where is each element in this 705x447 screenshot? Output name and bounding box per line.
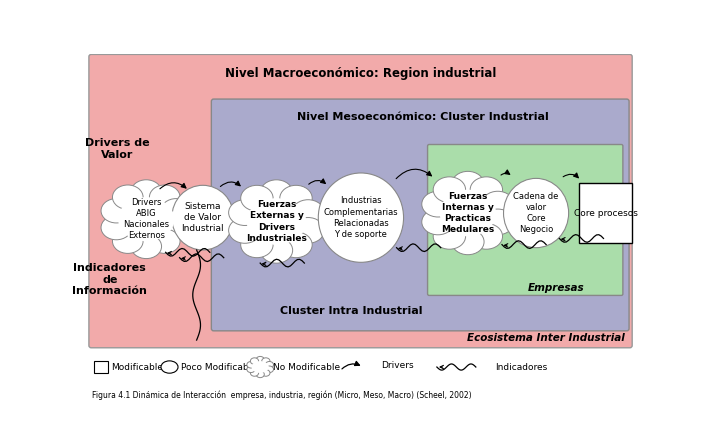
Ellipse shape bbox=[256, 356, 264, 363]
Ellipse shape bbox=[433, 177, 465, 202]
Text: No Modificable: No Modificable bbox=[273, 363, 340, 371]
Ellipse shape bbox=[252, 361, 269, 373]
Ellipse shape bbox=[240, 186, 273, 211]
Text: Cadena de
valor
Core
Negocio: Cadena de valor Core Negocio bbox=[513, 192, 559, 234]
Text: Indicadores: Indicadores bbox=[495, 363, 547, 371]
Ellipse shape bbox=[482, 209, 514, 235]
Ellipse shape bbox=[250, 359, 270, 375]
Text: Drivers
ABIG
Nacionales
Externos: Drivers ABIG Nacionales Externos bbox=[123, 198, 169, 240]
Ellipse shape bbox=[228, 200, 261, 225]
Ellipse shape bbox=[101, 198, 132, 223]
Ellipse shape bbox=[436, 183, 500, 243]
Ellipse shape bbox=[470, 177, 503, 202]
Text: Indicadores
de
Información: Indicadores de Información bbox=[73, 263, 147, 296]
FancyBboxPatch shape bbox=[89, 55, 632, 348]
Text: Figura 4.1 Dinámica de Interacción  empresa, industria, región (Micro, Meso, Mac: Figura 4.1 Dinámica de Interacción empre… bbox=[92, 390, 472, 400]
Ellipse shape bbox=[101, 215, 132, 240]
Text: Poco Modificable: Poco Modificable bbox=[181, 363, 257, 371]
Text: Modificable: Modificable bbox=[111, 363, 164, 371]
Ellipse shape bbox=[256, 371, 264, 378]
Ellipse shape bbox=[262, 358, 270, 364]
Text: Nivel Macroeconómico: Region industrial: Nivel Macroeconómico: Region industrial bbox=[225, 67, 496, 80]
Ellipse shape bbox=[280, 232, 312, 257]
Text: Sistema
de Valor
Industrial: Sistema de Valor Industrial bbox=[181, 202, 224, 233]
Ellipse shape bbox=[250, 358, 259, 364]
Ellipse shape bbox=[247, 366, 255, 372]
Ellipse shape bbox=[172, 186, 234, 250]
Text: Drivers: Drivers bbox=[381, 361, 414, 370]
Ellipse shape bbox=[240, 232, 273, 257]
Text: Ecosistema Inter Industrial: Ecosistema Inter Industrial bbox=[467, 333, 625, 343]
Text: Fuerzas
Internas y
Practicas
Medulares: Fuerzas Internas y Practicas Medulares bbox=[441, 192, 494, 234]
Ellipse shape bbox=[118, 197, 174, 241]
Text: Nivel Mesoeconómico: Cluster Industrial: Nivel Mesoeconómico: Cluster Industrial bbox=[297, 112, 548, 122]
Ellipse shape bbox=[161, 198, 192, 223]
Ellipse shape bbox=[149, 229, 180, 253]
Ellipse shape bbox=[247, 198, 306, 245]
Ellipse shape bbox=[503, 178, 569, 248]
Bar bbox=[94, 361, 109, 373]
Ellipse shape bbox=[250, 370, 259, 376]
Text: Drivers de
Valor: Drivers de Valor bbox=[85, 138, 150, 160]
FancyBboxPatch shape bbox=[427, 144, 623, 295]
Ellipse shape bbox=[452, 229, 484, 255]
Ellipse shape bbox=[243, 192, 310, 251]
Ellipse shape bbox=[422, 209, 454, 235]
Ellipse shape bbox=[114, 191, 178, 247]
Ellipse shape bbox=[161, 361, 178, 373]
Ellipse shape bbox=[452, 171, 484, 197]
Text: Industrias
Complementarias
Relacionadas
Y de soporte: Industrias Complementarias Relacionadas … bbox=[324, 197, 398, 239]
Ellipse shape bbox=[318, 173, 403, 262]
Ellipse shape bbox=[149, 185, 180, 209]
Ellipse shape bbox=[260, 180, 293, 206]
Ellipse shape bbox=[433, 224, 465, 249]
Ellipse shape bbox=[113, 229, 143, 253]
Text: Empresas: Empresas bbox=[528, 283, 584, 293]
Ellipse shape bbox=[131, 234, 161, 258]
Ellipse shape bbox=[482, 191, 514, 217]
Ellipse shape bbox=[440, 190, 496, 236]
Ellipse shape bbox=[422, 191, 454, 217]
FancyBboxPatch shape bbox=[212, 99, 629, 331]
Ellipse shape bbox=[280, 186, 312, 211]
Ellipse shape bbox=[265, 362, 274, 368]
Ellipse shape bbox=[265, 366, 274, 372]
Bar bbox=[580, 183, 632, 243]
Ellipse shape bbox=[260, 237, 293, 263]
Ellipse shape bbox=[292, 218, 324, 243]
Text: Core procesos: Core procesos bbox=[574, 209, 638, 218]
Text: Cluster Intra Industrial: Cluster Intra Industrial bbox=[281, 306, 423, 316]
Text: Fuerzas
Externas y
Drivers
Industriales: Fuerzas Externas y Drivers Industriales bbox=[246, 200, 307, 243]
Ellipse shape bbox=[228, 218, 261, 243]
Ellipse shape bbox=[292, 200, 324, 225]
Ellipse shape bbox=[161, 215, 192, 240]
Ellipse shape bbox=[131, 180, 161, 204]
Ellipse shape bbox=[262, 370, 270, 376]
Ellipse shape bbox=[247, 362, 255, 368]
Ellipse shape bbox=[113, 185, 143, 209]
Ellipse shape bbox=[470, 224, 503, 249]
